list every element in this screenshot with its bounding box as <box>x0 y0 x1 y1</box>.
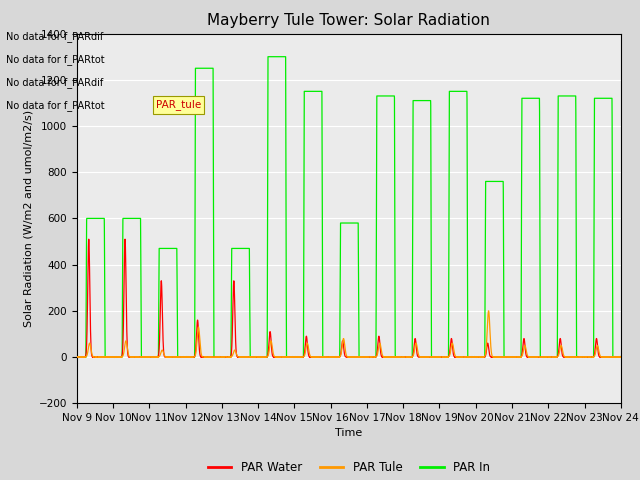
Text: No data for f_PARtot: No data for f_PARtot <box>6 54 105 65</box>
Title: Mayberry Tule Tower: Solar Radiation: Mayberry Tule Tower: Solar Radiation <box>207 13 490 28</box>
Text: PAR_tule: PAR_tule <box>156 99 201 110</box>
Text: No data for f_PARdif: No data for f_PARdif <box>6 31 104 42</box>
Legend: PAR Water, PAR Tule, PAR In: PAR Water, PAR Tule, PAR In <box>203 456 495 479</box>
Text: No data for f_PARtot: No data for f_PARtot <box>6 100 105 111</box>
Text: No data for f_PARdif: No data for f_PARdif <box>6 77 104 88</box>
X-axis label: Time: Time <box>335 429 362 438</box>
Y-axis label: Solar Radiation (W/m2 and umol/m2/s): Solar Radiation (W/m2 and umol/m2/s) <box>23 110 33 327</box>
